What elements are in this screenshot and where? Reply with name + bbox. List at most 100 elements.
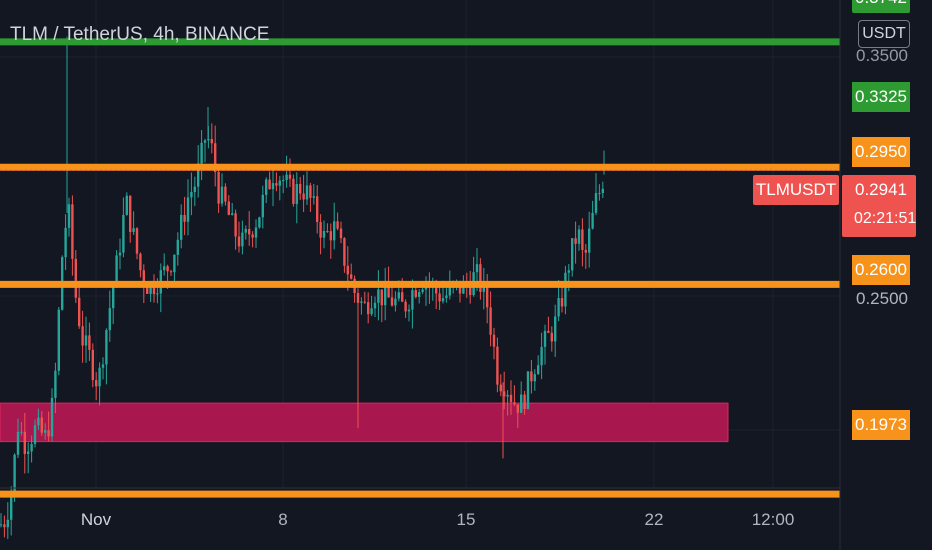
candle-body <box>577 229 581 244</box>
chart-title: TLM / TetherUS, 4h, BINANCE <box>10 24 270 45</box>
candle-body <box>503 391 506 397</box>
x-tick-label: 15 <box>456 510 476 529</box>
candle-body <box>489 307 492 335</box>
candle-body <box>445 295 448 299</box>
candle-body <box>84 335 88 346</box>
candle-body <box>67 204 71 228</box>
candle-body <box>557 298 560 317</box>
candle-body <box>387 284 390 298</box>
candle-body <box>479 264 482 292</box>
candle-body <box>112 287 115 309</box>
level-tag: 0.2950 <box>852 137 910 167</box>
support-zone <box>0 402 729 443</box>
candle-body <box>360 301 363 303</box>
candle-body <box>203 140 207 143</box>
candle-body <box>384 284 387 306</box>
candle-body <box>560 298 564 307</box>
candle-body <box>564 272 567 307</box>
candle-body <box>105 330 108 365</box>
currency-button[interactable]: USDT <box>858 20 910 48</box>
candle-body <box>370 308 373 315</box>
candle-body <box>506 394 509 397</box>
candle-body <box>3 524 6 528</box>
candle-body <box>156 293 159 295</box>
candle-body <box>200 142 203 164</box>
candle-body <box>244 229 247 233</box>
candle-body <box>142 270 145 288</box>
candle-body <box>95 380 98 387</box>
candle-body <box>227 201 230 215</box>
candle-body <box>288 174 292 179</box>
candle-body <box>0 524 3 526</box>
candle-body <box>380 289 383 306</box>
candle-body <box>271 183 275 190</box>
candle-body <box>81 326 84 346</box>
candle-body <box>520 394 523 413</box>
candle-body <box>540 346 543 366</box>
candle-body <box>411 290 414 310</box>
candle-body <box>135 228 139 254</box>
candle-body <box>486 281 489 308</box>
candle-body <box>180 214 183 240</box>
candle-body <box>125 195 128 215</box>
candle-body <box>285 174 288 181</box>
candle-body <box>343 238 346 266</box>
candle-body <box>231 213 234 215</box>
candle-body <box>496 346 499 385</box>
candle-body <box>20 431 23 433</box>
candle-body <box>329 231 332 241</box>
candle-body <box>224 186 227 202</box>
candle-body <box>363 301 366 303</box>
candle-body <box>305 185 309 200</box>
candle-body <box>237 236 241 247</box>
level-tag: 0.1973 <box>852 410 910 440</box>
candle-body <box>234 213 237 237</box>
candle-body <box>40 417 43 433</box>
x-tick-label: Nov <box>80 510 112 529</box>
candle-body <box>584 249 587 253</box>
candle-body <box>367 302 370 315</box>
candle-body <box>438 293 441 302</box>
candle-body <box>282 180 285 182</box>
candle-body <box>50 397 54 437</box>
candle-body <box>523 394 526 410</box>
candle-body <box>530 371 533 382</box>
candle-body <box>186 197 190 222</box>
candle-body <box>339 228 343 239</box>
candle-body <box>149 283 152 294</box>
candle-body <box>533 374 536 382</box>
candle-body <box>567 270 570 273</box>
candle-body <box>98 367 101 387</box>
candle-body <box>475 264 479 273</box>
candle-body <box>448 284 451 296</box>
candle-body <box>57 309 60 371</box>
candle-body <box>169 271 173 273</box>
candle-body <box>435 284 438 294</box>
candle-body <box>122 214 125 253</box>
candle-body <box>598 193 601 195</box>
level-tag: 0.3325 <box>852 82 910 112</box>
candle-body <box>44 430 47 433</box>
candle-body <box>509 394 513 403</box>
candle-body <box>152 283 156 295</box>
candle-body <box>166 266 169 272</box>
candle-body <box>197 163 200 187</box>
candle-body <box>71 204 74 259</box>
candle-body <box>139 253 142 271</box>
candle-body <box>333 221 336 241</box>
candle-body <box>248 229 251 235</box>
candlestick-series <box>0 36 605 540</box>
candle-body <box>336 221 339 229</box>
candle-body <box>414 290 417 297</box>
candle-body <box>499 384 502 392</box>
candle-body <box>421 289 424 293</box>
candle-body <box>377 289 380 303</box>
candle-body <box>404 301 407 312</box>
candle-body <box>326 231 329 233</box>
candle-body <box>516 404 519 413</box>
candle-body <box>401 292 404 302</box>
x-tick-label: 22 <box>644 510 664 529</box>
y-tick-label: 0.2500 <box>856 289 908 308</box>
current-price-box: 0.2941 02:21:51 <box>842 175 916 237</box>
